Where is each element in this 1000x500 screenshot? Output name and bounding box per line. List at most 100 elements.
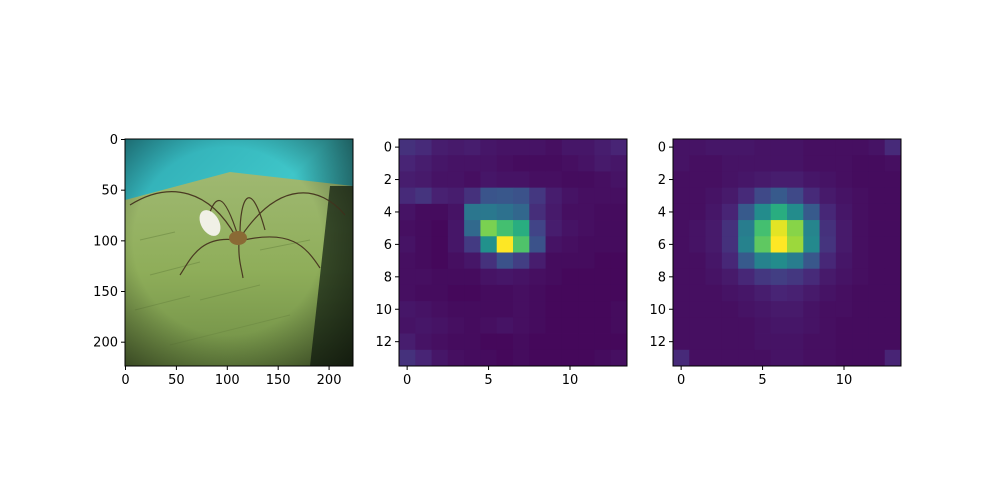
photo-frame bbox=[124, 138, 354, 367]
heatmap-2-cell-r8-c8 bbox=[803, 268, 820, 286]
x-tick-label-10: 10 bbox=[562, 373, 579, 388]
heatmap-1-cell-r12-c11 bbox=[578, 333, 595, 351]
heatmap-2-cell-r8-c7 bbox=[787, 268, 804, 286]
heatmap-2-cell-r3-c8 bbox=[803, 187, 820, 205]
heatmap-1-cell-r4-c8 bbox=[529, 203, 546, 221]
heatmap-1-cell-r3-c12 bbox=[594, 187, 612, 205]
heatmap-1-cell-r5-c1 bbox=[415, 220, 432, 237]
heatmap-1-cell-r0-c8 bbox=[529, 139, 546, 156]
heatmap-2-cell-r1-c10 bbox=[835, 155, 853, 172]
heatmap-1-cell-r7-c8 bbox=[529, 252, 546, 270]
heatmap-1-cell-r8-c8 bbox=[529, 268, 546, 286]
heatmap-1-cell-r12-c5 bbox=[480, 333, 498, 351]
heatmap-1-cell-r11-c3 bbox=[447, 317, 465, 334]
heatmap-2-cell-r6-c11 bbox=[852, 236, 869, 253]
heatmap-1-cell-r0-c12 bbox=[594, 139, 612, 156]
heatmap-2-cell-r8-c5 bbox=[754, 268, 772, 286]
heatmap-2-cell-r7-c7 bbox=[787, 252, 804, 270]
y-tick-label-4: 4 bbox=[384, 205, 392, 220]
heatmap-2-cell-r8-c12 bbox=[868, 268, 886, 286]
heatmap-1-cell-r12-c13 bbox=[610, 333, 628, 351]
heatmap-2-cell-r8-c9 bbox=[819, 268, 837, 286]
heatmap-2-cell-r5-c1 bbox=[689, 220, 706, 237]
heatmap-2-cell-r3-c5 bbox=[754, 187, 772, 205]
heatmap-2-cell-r5-c0 bbox=[673, 220, 690, 237]
heatmap-2-cell-r1-c13 bbox=[884, 155, 902, 172]
heatmap-1-cell-r4-c5 bbox=[480, 203, 498, 221]
heatmap-2-cell-r4-c8 bbox=[803, 203, 820, 221]
heatmap-2-cell-r6-c7 bbox=[787, 236, 804, 253]
heatmap-2-cell-r7-c6 bbox=[770, 252, 788, 270]
y-tick-label-10: 10 bbox=[649, 303, 666, 318]
heatmap-2-cell-r6-c13 bbox=[884, 236, 902, 253]
heatmap-1-cell-r13-c10 bbox=[561, 349, 579, 367]
heatmap-2-cell-r11-c11 bbox=[852, 317, 869, 334]
heatmap-2-cell-r2-c1 bbox=[689, 171, 706, 189]
y-tick-label-100: 100 bbox=[93, 234, 118, 249]
heatmap-2-cell-r0-c11 bbox=[852, 139, 869, 156]
heatmap-1-cell-r12-c6 bbox=[496, 333, 514, 351]
heatmap-2-cell-r11-c3 bbox=[721, 317, 739, 334]
heatmap-1-cell-r9-c8 bbox=[529, 284, 546, 302]
y-tick-label-12: 12 bbox=[649, 335, 666, 350]
heatmap-1-cell-r3-c13 bbox=[610, 187, 628, 205]
heatmap-1-cell-r11-c10 bbox=[561, 317, 579, 334]
heatmap-2-cell-r11-c13 bbox=[884, 317, 902, 334]
heatmap-2-cell-r10-c8 bbox=[803, 301, 820, 318]
heatmap-2-cell-r7-c2 bbox=[705, 252, 723, 270]
y-tick-label-10: 10 bbox=[375, 303, 392, 318]
heatmap-2-cell-r4-c6 bbox=[770, 203, 788, 221]
heatmap-2-cell-r9-c12 bbox=[868, 284, 886, 302]
photo-axes: 0 50 100 150 200 0 50 100 150 200 bbox=[93, 133, 354, 388]
heatmap-1-cell-r12-c1 bbox=[415, 333, 432, 351]
heatmap-1-cell-r10-c7 bbox=[513, 301, 530, 318]
heatmap-1-cell-r6-c4 bbox=[464, 236, 481, 253]
heatmap-1-frame bbox=[398, 138, 628, 367]
heatmap-2-cell-r6-c4 bbox=[738, 236, 755, 253]
heatmap-2-cell-r0-c5 bbox=[754, 139, 772, 156]
heatmap-1-cell-r8-c3 bbox=[447, 268, 465, 286]
heatmap-2-cell-r6-c12 bbox=[868, 236, 886, 253]
heatmap-1-cell-r11-c13 bbox=[610, 317, 628, 334]
heatmap-2-cell-r9-c1 bbox=[689, 284, 706, 302]
heatmap-2-cell-r12-c9 bbox=[819, 333, 837, 351]
heatmap-1-cell-r7-c11 bbox=[578, 252, 595, 270]
heatmap-2-cell-r10-c12 bbox=[868, 301, 886, 318]
heatmap-1-cell-r13-c7 bbox=[513, 349, 530, 367]
heatmap-1-cell-r4-c7 bbox=[513, 203, 530, 221]
heatmap-2-cell-r7-c3 bbox=[721, 252, 739, 270]
y-tick-label-2: 2 bbox=[384, 173, 392, 188]
heatmap-2-cell-r10-c3 bbox=[721, 301, 739, 318]
heatmap-1-cell-r12-c4 bbox=[464, 333, 481, 351]
heatmap-1-cell-r5-c13 bbox=[610, 220, 628, 237]
heatmap-2-cell-r5-c10 bbox=[835, 220, 853, 237]
heatmap-2-cell-r1-c5 bbox=[754, 155, 772, 172]
heatmap-1-cell-r10-c9 bbox=[545, 301, 563, 318]
heatmap-2-cell-r6-c6 bbox=[770, 236, 788, 253]
heatmap-1-cell-r7-c2 bbox=[431, 252, 449, 270]
heatmap-2-cell-r13-c6 bbox=[770, 349, 788, 367]
heatmap-2-cell-r0-c7 bbox=[787, 139, 804, 156]
heatmap-1-cell-r0-c7 bbox=[513, 139, 530, 156]
heatmap-2-cell-r7-c9 bbox=[819, 252, 837, 270]
heatmap-2-cell-r3-c13 bbox=[884, 187, 902, 205]
heatmap-2-cell-r6-c1 bbox=[689, 236, 706, 253]
heatmap-2-cell-r12-c7 bbox=[787, 333, 804, 351]
heatmap-1-cell-r0-c6 bbox=[496, 139, 514, 156]
heatmap-1-cell-r8-c11 bbox=[578, 268, 595, 286]
heatmap-2-cell-r10-c2 bbox=[705, 301, 723, 318]
heatmap-1-cell-r10-c13 bbox=[610, 301, 628, 318]
heatmap-1-cell-r12-c2 bbox=[431, 333, 449, 351]
heatmap-2-cell-r12-c13 bbox=[884, 333, 902, 351]
heatmap-1-cell-r4-c12 bbox=[594, 203, 612, 221]
heatmap-1-cell-r0-c5 bbox=[480, 139, 498, 156]
heatmap-1-cell-r9-c9 bbox=[545, 284, 563, 302]
heatmap-1-axes: 0 5 10 0 2 4 6 8 10 12 bbox=[375, 138, 628, 388]
x-tick-label-0: 0 bbox=[403, 373, 411, 388]
heatmap-1-cell-r9-c0 bbox=[399, 284, 416, 302]
heatmap-1-cell-r2-c0 bbox=[399, 171, 416, 189]
heatmap-2-cell-r11-c1 bbox=[689, 317, 706, 334]
heatmap-2-cell-r12-c3 bbox=[721, 333, 739, 351]
heatmap-2-cell-r11-c2 bbox=[705, 317, 723, 334]
